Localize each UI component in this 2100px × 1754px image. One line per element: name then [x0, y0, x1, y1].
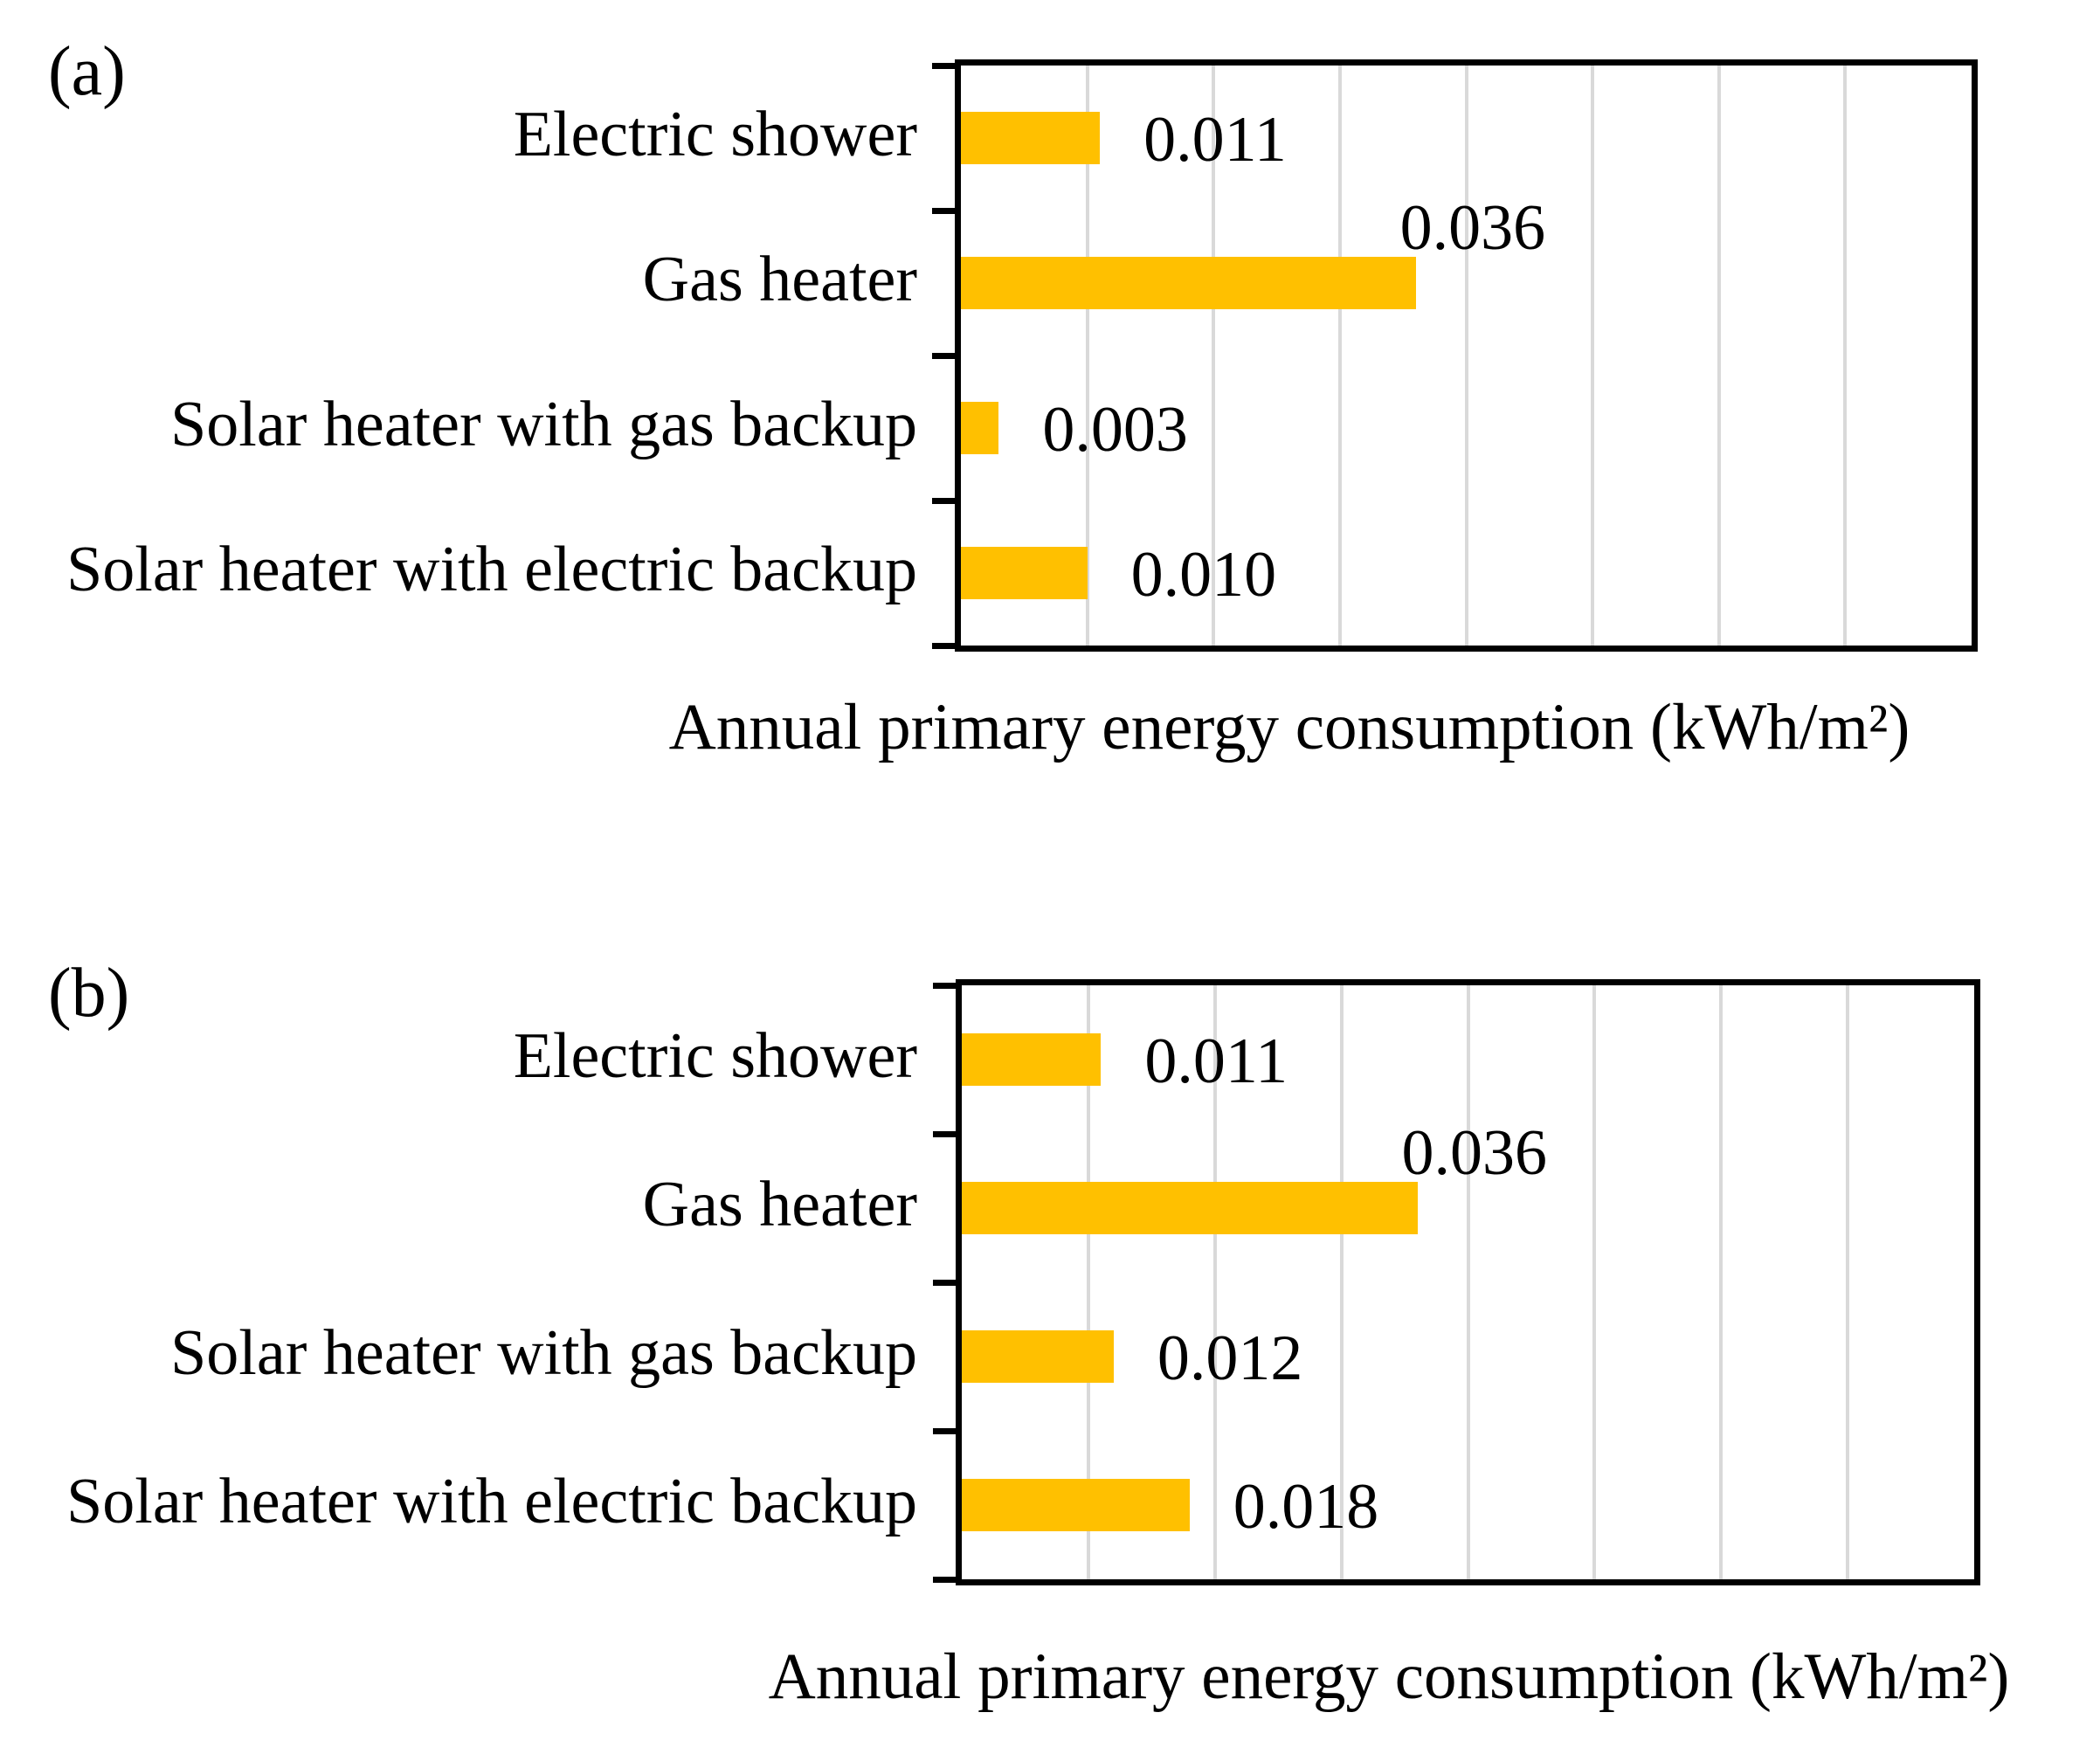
- axis-tick: [932, 497, 955, 504]
- bar-value-label: 0.003: [1042, 394, 1188, 466]
- bar: [962, 1182, 1418, 1234]
- gridline: [1591, 66, 1595, 646]
- category-label: Solar heater with gas backup: [170, 389, 917, 460]
- gridline: [1464, 66, 1468, 646]
- bar: [961, 402, 999, 454]
- gridline: [1085, 66, 1089, 646]
- axis-tick: [932, 207, 955, 214]
- gridline: [1592, 985, 1597, 1579]
- plot-area-a: 0.011 0.036 0.003 0.010: [932, 59, 1978, 652]
- gridline: [1466, 985, 1470, 1579]
- category-label: Solar heater with gas backup: [170, 1317, 917, 1389]
- gridline: [1212, 985, 1217, 1579]
- bar-value-label: 0.036: [1399, 192, 1546, 264]
- panel-a: 0.011 0.036 0.003 0.010 Electric shower Gas …: [0, 59, 2100, 652]
- panel-b: 0.011 0.036 0.012 0.018 Electric shower Gas …: [0, 979, 2100, 1585]
- panel-label-b: (b): [48, 955, 130, 1032]
- gridline: [1339, 985, 1344, 1579]
- category-label: Electric shower: [513, 99, 917, 170]
- category-label: Gas heater: [642, 1169, 917, 1240]
- bar: [961, 112, 1101, 164]
- bar: [961, 547, 1088, 599]
- bar-value-label: 0.036: [1401, 1117, 1548, 1189]
- panel-label-a: (a): [48, 33, 126, 110]
- bar: [962, 1330, 1114, 1383]
- category-label: Gas heater: [642, 244, 917, 315]
- axis-tick: [933, 1427, 956, 1434]
- category-label: Solar heater with electric backup: [66, 1466, 917, 1537]
- bar-value-label: 0.011: [1143, 104, 1287, 176]
- gridline: [1843, 66, 1848, 646]
- bar-value-label: 0.018: [1233, 1471, 1379, 1543]
- axis-tick: [932, 352, 955, 359]
- bar-value-label: 0.012: [1157, 1322, 1303, 1394]
- axis-tick: [933, 982, 956, 989]
- bar-value-label: 0.010: [1130, 539, 1277, 611]
- gridline: [1719, 985, 1724, 1579]
- gridline: [1846, 985, 1850, 1579]
- gridline: [1717, 66, 1721, 646]
- axis-tick: [932, 62, 955, 69]
- axis-tick: [933, 1130, 956, 1137]
- gridline: [1212, 66, 1216, 646]
- plot-area-b: 0.011 0.036 0.012 0.018: [933, 979, 1980, 1585]
- bar-value-label: 0.011: [1144, 1025, 1288, 1097]
- bar: [962, 1479, 1190, 1531]
- gridline: [1337, 66, 1342, 646]
- axis-tick: [932, 642, 955, 649]
- bar: [962, 1033, 1102, 1086]
- gridline: [1086, 985, 1090, 1579]
- x-axis-title-a: Annual primary energy consumption (kWh/m…: [668, 691, 1910, 763]
- category-label: Electric shower: [513, 1020, 917, 1092]
- axis-tick: [933, 1279, 956, 1286]
- x-axis-title-b: Annual primary energy consumption (kWh/m…: [768, 1640, 2010, 1713]
- category-label: Solar heater with electric backup: [66, 534, 917, 605]
- bar: [961, 257, 1416, 309]
- axis-tick: [933, 1576, 956, 1583]
